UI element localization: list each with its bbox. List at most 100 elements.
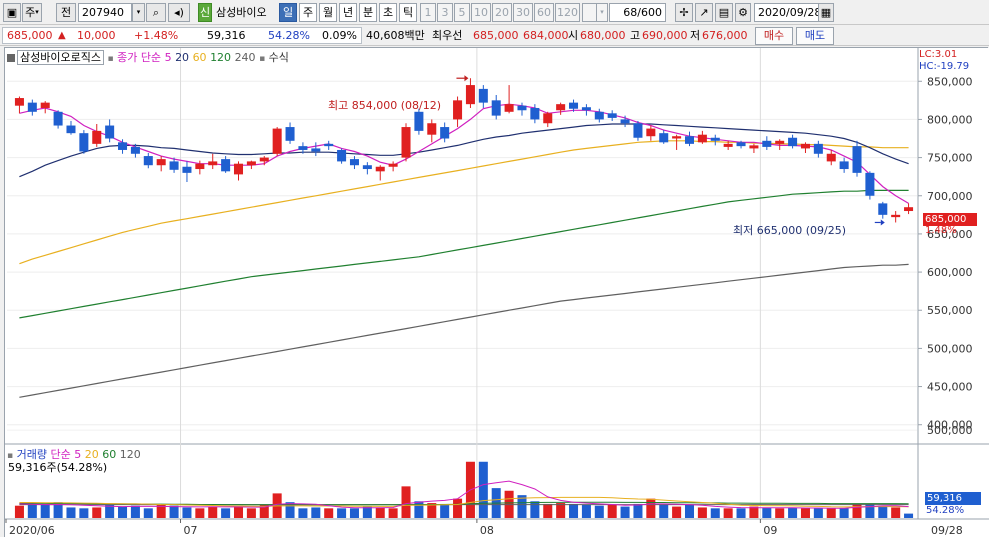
period-month[interactable]: 월: [319, 3, 337, 22]
save-icon[interactable]: ▤: [715, 3, 733, 22]
chart-settings-icon[interactable]: ▣: [3, 3, 21, 22]
price-legend: 삼성바이오로직스 ▪ 종가 단순 5 20 60 120 240 ▪ 수식: [7, 50, 289, 66]
candle-body: [79, 133, 89, 152]
volume-bar: [684, 504, 695, 518]
candle-body: [143, 156, 153, 166]
candle-body: [697, 134, 707, 143]
volume-bar: [762, 507, 772, 518]
volume-bar: [53, 502, 63, 518]
price-tick-label: 400,000: [927, 419, 973, 432]
volume-bar: [775, 508, 785, 518]
buy-button[interactable]: 매수: [755, 27, 793, 45]
search-icon[interactable]: ⌕: [146, 3, 166, 22]
interval-60[interactable]: 60: [534, 3, 554, 22]
period-minute-label: 분: [362, 6, 374, 19]
period-day[interactable]: 일: [279, 3, 297, 22]
period-month-label: 월: [322, 6, 334, 19]
period-tick-label: 틱: [402, 6, 414, 19]
interval-10[interactable]: 10: [471, 3, 491, 22]
volume-bar: [556, 503, 566, 518]
sound-icon[interactable]: ◂): [168, 3, 190, 22]
volume-bar: [169, 505, 179, 518]
ma5-line: [19, 103, 909, 204]
high-annotation: 최고 854,000 (08/12): [328, 99, 442, 112]
quote-bar: 685,000 ▲ 10,000 +1.48% 59,316 54.28% 0.…: [0, 25, 989, 46]
period-week[interactable]: 주: [299, 3, 317, 22]
volume-bar: [285, 502, 295, 518]
candle-body: [684, 136, 695, 144]
volume-bar: [697, 507, 707, 518]
price-tick-label: 800,000: [927, 113, 973, 126]
stock-code-input[interactable]: 207940: [78, 3, 132, 22]
volume-bar: [478, 461, 488, 518]
best-price-label: 최우선: [432, 29, 463, 42]
volume-bar: [543, 503, 553, 518]
candle-body: [646, 128, 656, 137]
interval-30[interactable]: 30: [513, 3, 533, 22]
change-arrow-icon: ▲: [58, 30, 66, 41]
candle-body: [865, 172, 875, 196]
date-input[interactable]: 2020/09/28: [754, 3, 820, 22]
high-label: 고: [630, 29, 641, 42]
chart-panel[interactable]: 850,000 800,000 750,000 700,000 650,000 600,0…: [4, 47, 989, 537]
candle-body: [388, 163, 398, 167]
candle-body: [311, 148, 321, 152]
candle-body: [337, 149, 347, 162]
candle-body: [891, 214, 901, 218]
high-arrowhead-icon: [464, 75, 469, 82]
candle-body: [633, 123, 643, 138]
period-year[interactable]: 년: [339, 3, 357, 22]
gear-icon[interactable]: ⚙: [735, 3, 751, 22]
data-count-field[interactable]: 68/600: [609, 3, 666, 22]
period-second[interactable]: 초: [379, 3, 397, 22]
interval-3[interactable]: 3: [437, 3, 453, 22]
sell-button[interactable]: 매도: [796, 27, 834, 45]
legend-ma120: 120: [210, 51, 232, 64]
volume-bar: [569, 503, 579, 518]
volume-bar: [182, 507, 192, 518]
volume-bar: [517, 495, 527, 518]
volume-legend-ma120: 120: [119, 448, 141, 461]
candle-body: [349, 159, 359, 166]
low-annotation: 최저 665,000 (09/25): [733, 224, 847, 237]
period-minute[interactable]: 분: [359, 3, 377, 22]
interval-1[interactable]: 1: [420, 3, 436, 22]
volume-bar: [27, 504, 37, 518]
time-tick-label: 2020/06: [9, 524, 55, 537]
new-badge: 신: [198, 3, 212, 22]
interval-20[interactable]: 20: [492, 3, 512, 22]
market-select[interactable]: 주 ▾: [22, 3, 42, 22]
prev-button[interactable]: 전: [56, 3, 76, 22]
candle-body: [118, 142, 128, 150]
volume-bar: [891, 507, 901, 518]
draw-tool-icon[interactable]: ↗: [695, 3, 713, 22]
volume-bar: [633, 503, 643, 518]
volume-bar: [246, 508, 256, 518]
period-tick[interactable]: 틱: [399, 3, 417, 22]
volume-bar: [401, 486, 411, 518]
price-chart[interactable]: 850,000 800,000 750,000 700,000 650,000 600,0…: [5, 48, 989, 537]
code-dropdown-icon[interactable]: ▾: [132, 3, 145, 22]
interval-dropdown-icon[interactable]: ▾: [596, 3, 608, 22]
interval-5-label: 5: [458, 6, 466, 19]
interval-5[interactable]: 5: [454, 3, 470, 22]
crosshair-icon[interactable]: ✢: [675, 3, 693, 22]
candle-body: [208, 161, 218, 166]
volume-bar: [259, 504, 269, 518]
volume-legend-prefix: 단순: [50, 448, 71, 461]
interval-120[interactable]: 120: [555, 3, 580, 22]
candle-body: [40, 102, 50, 108]
lc-value: LC:3.01: [919, 49, 958, 60]
candle-body: [620, 119, 630, 124]
candle-body: [375, 166, 385, 172]
volume-bar: [388, 508, 398, 518]
volume-bar: [788, 507, 798, 518]
volume-bar: [865, 503, 875, 518]
volume-bar: [826, 508, 836, 518]
interval-20-label: 20: [495, 6, 509, 19]
volume-bar: [221, 508, 231, 518]
legend-stock-name[interactable]: 삼성바이오로직스: [17, 50, 104, 65]
calendar-icon[interactable]: ▦: [818, 3, 834, 22]
price-tick-label: 850,000: [927, 75, 973, 88]
candle-body: [169, 161, 179, 170]
